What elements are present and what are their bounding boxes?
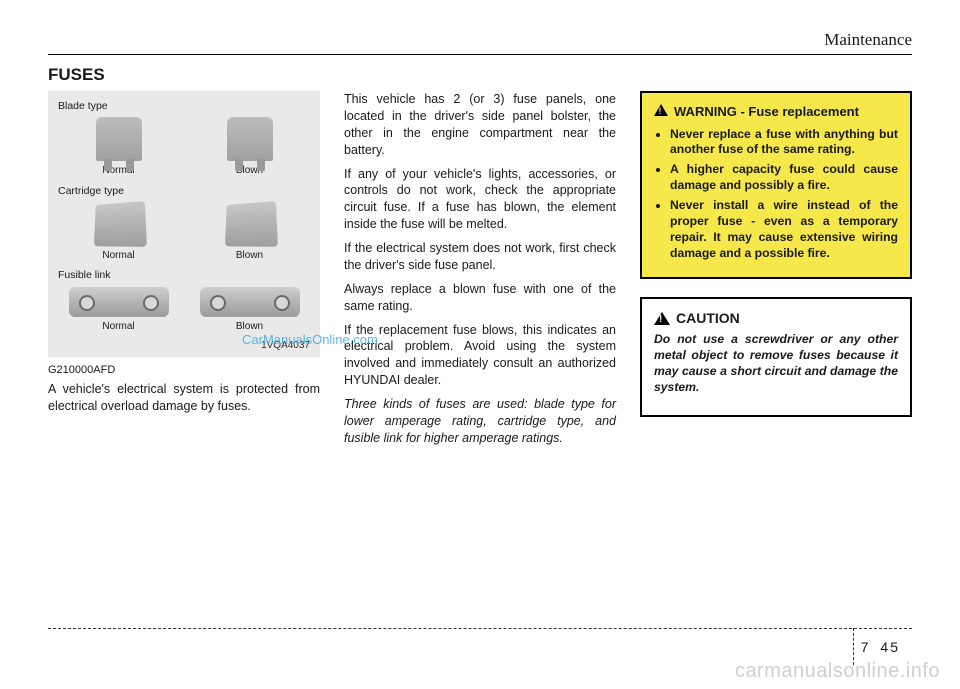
body-text: If the replacement fuse blows, this indi…	[344, 322, 616, 390]
section-header: Maintenance	[48, 30, 912, 55]
warning-list: Never replace a fuse with anything but a…	[654, 127, 898, 262]
caution-box: CAUTION Do not use a screwdriver or any …	[640, 297, 912, 416]
fuse-caption: Normal	[96, 164, 142, 178]
body-text: A vehicle's electrical system is protect…	[48, 381, 320, 415]
chapter-number: 7	[861, 639, 871, 655]
footer-divider	[48, 628, 912, 629]
fusible-link-icon	[69, 287, 169, 317]
figure-row: Normal Blown	[58, 202, 310, 263]
fuse-caption: Blown	[227, 164, 273, 178]
page: Maintenance FUSES Blade type Normal Blow…	[0, 0, 960, 689]
fuse-item: Normal	[69, 287, 169, 334]
body-text: If any of your vehicle's lights, accesso…	[344, 166, 616, 234]
caution-triangle-icon	[654, 312, 670, 325]
fuse-caption: Normal	[93, 249, 145, 263]
body-text: If the electrical system does not work, …	[344, 240, 616, 274]
warning-title: WARNING - Fuse replacement	[654, 103, 898, 121]
figure-group-label: Cartridge type	[58, 184, 310, 198]
column-right: WARNING - Fuse replacement Never replace…	[640, 91, 912, 454]
fuse-caption: Blown	[200, 320, 300, 334]
fuse-caption: Normal	[69, 320, 169, 334]
document-code: G210000AFD	[48, 363, 320, 378]
fuse-item: Normal	[96, 117, 142, 178]
caution-text: Do not use a screwdriver or any other me…	[654, 332, 898, 395]
fuse-caption: Blown	[224, 249, 276, 263]
page-number: 7 45	[861, 639, 900, 655]
caution-title: CAUTION	[654, 309, 898, 328]
figure-row: Normal Blown	[58, 117, 310, 178]
page-title: FUSES	[48, 65, 912, 85]
column-middle: This vehicle has 2 (or 3) fuse panels, o…	[344, 91, 616, 454]
fuse-item: Blown	[224, 202, 276, 263]
warning-subtitle: - Fuse replacement	[740, 104, 859, 119]
fuse-item: Blown	[227, 117, 273, 178]
warning-triangle-icon	[654, 104, 668, 116]
blade-fuse-icon	[96, 117, 142, 161]
figure-row: Normal Blown	[58, 287, 310, 334]
figure-image-code: 1VQA4037	[58, 339, 310, 353]
warning-item: Never install a wire instead of the prop…	[670, 198, 898, 261]
fuse-item: Blown	[200, 287, 300, 334]
cartridge-fuse-icon	[93, 201, 146, 247]
fuse-figure-panel: Blade type Normal Blown Cartridge type	[48, 91, 320, 357]
fuse-item: Normal	[93, 202, 145, 263]
page-index: 45	[880, 639, 900, 655]
column-left: Blade type Normal Blown Cartridge type	[48, 91, 320, 454]
warning-item: A higher capacity fuse could cause damag…	[670, 162, 898, 194]
warning-item: Never replace a fuse with anything but a…	[670, 127, 898, 159]
fusible-link-icon	[200, 287, 300, 317]
blade-fuse-icon	[227, 117, 273, 161]
caution-label: CAUTION	[676, 309, 740, 328]
figure-group-label: Fusible link	[58, 268, 310, 282]
content-columns: Blade type Normal Blown Cartridge type	[48, 91, 912, 454]
figure-group-label: Blade type	[58, 99, 310, 113]
body-text-italic: Three kinds of fuses are used: blade typ…	[344, 396, 616, 447]
site-watermark: carmanualsonline.info	[735, 660, 940, 683]
body-text: Always replace a blown fuse with one of …	[344, 281, 616, 315]
warning-box: WARNING - Fuse replacement Never replace…	[640, 91, 912, 279]
cartridge-fuse-icon	[224, 201, 277, 247]
warning-label: WARNING	[674, 104, 737, 119]
body-text: This vehicle has 2 (or 3) fuse panels, o…	[344, 91, 616, 159]
